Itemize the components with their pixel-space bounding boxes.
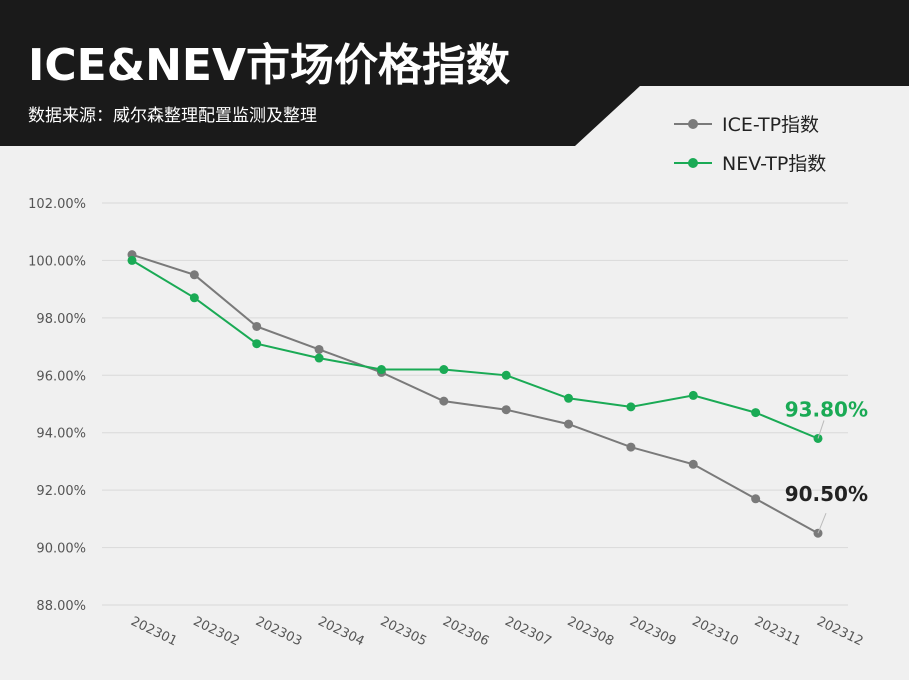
ice-series-line	[131, 253, 819, 535]
legend-ice-label: ICE-TP指数	[722, 114, 819, 136]
ice-callout-leader	[817, 513, 827, 534]
nev-callout-label: 93.80%	[785, 397, 868, 421]
nev-data-point	[688, 390, 698, 400]
legend: ICE-TP指数 NEV-TP指数	[674, 114, 826, 175]
chart-title: ICE&NEV市场价格指数	[28, 40, 510, 91]
nev-data-point	[564, 393, 574, 403]
ice-data-point	[252, 321, 262, 331]
series-group	[127, 250, 823, 538]
ice-data-point	[688, 459, 698, 469]
ice-data-point	[439, 396, 449, 406]
nev-data-point	[314, 353, 324, 363]
gridlines	[102, 202, 848, 606]
y-tick-label: 96.00%	[36, 369, 86, 384]
x-axis: 202301 202302 202303 202304 202305 202306 2023…	[128, 614, 865, 649]
y-tick-label: 102.00%	[28, 197, 86, 212]
nev-data-point	[252, 339, 262, 349]
nev-data-point	[501, 370, 511, 380]
nev-callout-leader	[817, 420, 825, 439]
ice-data-point	[314, 344, 324, 354]
ice-data-point	[564, 419, 574, 429]
ice-data-point	[626, 442, 636, 452]
nev-data-point	[439, 365, 449, 375]
x-tick-label: 202305	[378, 614, 429, 649]
nev-data-point	[127, 255, 137, 265]
y-tick-label: 88.00%	[36, 599, 86, 614]
nev-data-point	[376, 365, 386, 375]
legend-ice-marker	[688, 119, 698, 129]
y-axis: 102.00% 100.00% 98.00% 96.00% 94.00% 92.00% 90…	[28, 197, 86, 614]
y-tick-label: 92.00%	[36, 484, 86, 499]
y-tick-label: 98.00%	[36, 312, 86, 327]
ice-data-point	[751, 494, 761, 504]
x-tick-label: 202312	[814, 614, 865, 649]
header-band	[0, 0, 909, 146]
x-tick-label: 202308	[565, 614, 616, 649]
x-tick-label: 202309	[627, 614, 678, 649]
nev-series-line	[131, 259, 819, 440]
legend-nev-label: NEV-TP指数	[722, 153, 826, 175]
nev-data-point	[751, 408, 761, 418]
chart-subtitle: 数据来源：威尔森整理配置监测及整理	[28, 106, 317, 126]
y-tick-label: 100.00%	[28, 254, 86, 269]
nev-data-point	[626, 402, 636, 412]
x-tick-label: 202303	[253, 614, 304, 649]
nev-data-point	[189, 293, 199, 303]
legend-nev-marker	[688, 158, 698, 168]
x-tick-label: 202304	[315, 614, 366, 649]
x-tick-label: 202307	[502, 614, 553, 649]
x-tick-label: 202310	[690, 614, 741, 649]
ice-data-point	[189, 270, 199, 280]
ice-callout-label: 90.50%	[785, 482, 868, 506]
x-tick-label: 202301	[128, 614, 179, 649]
y-tick-label: 94.00%	[36, 427, 86, 442]
x-tick-label: 202306	[440, 614, 491, 649]
ice-data-point	[501, 405, 511, 415]
x-tick-label: 202302	[191, 614, 242, 649]
x-tick-label: 202311	[752, 614, 803, 649]
y-tick-label: 90.00%	[36, 542, 86, 557]
